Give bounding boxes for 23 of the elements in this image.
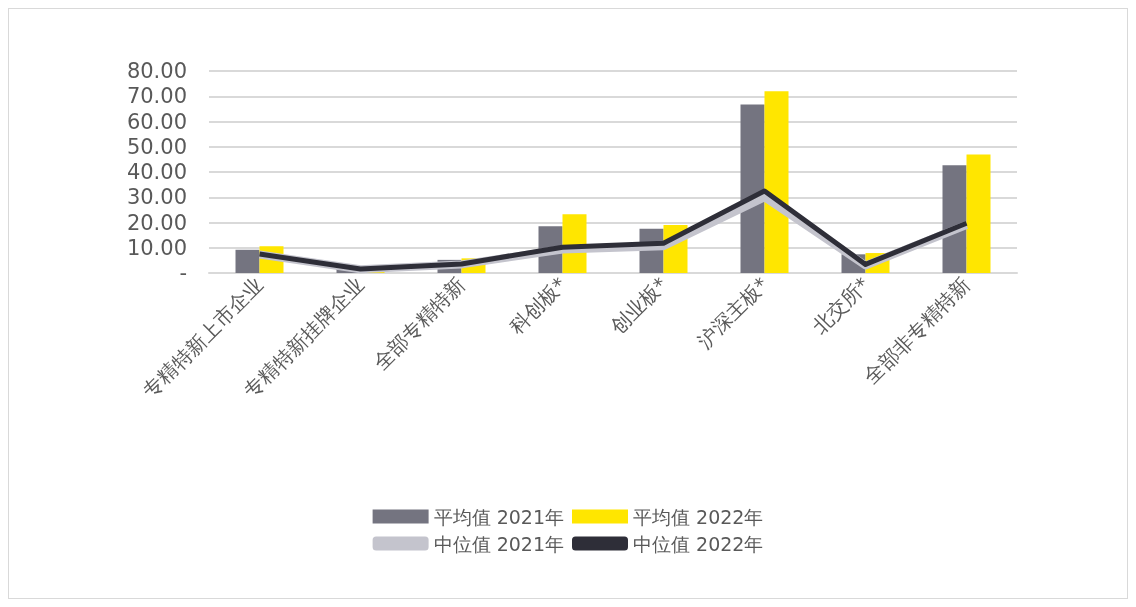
bar <box>740 104 765 273</box>
x-tick-label: 沪深主板* <box>692 272 773 354</box>
bar <box>942 165 967 273</box>
legend-label: 中位值 2021年 <box>433 532 565 555</box>
bar <box>966 154 991 273</box>
x-tick-label: 科创板* <box>504 272 571 339</box>
x-tick-label: 创业板* <box>605 272 672 339</box>
legend-label: 中位值 2022年 <box>633 532 764 555</box>
y-tick-label: 10.00 <box>126 235 187 260</box>
legend-label: 平均值 2021年 <box>433 505 565 528</box>
y-tick-label: 40.00 <box>126 160 187 184</box>
x-tick-label: 全部专精特新 <box>368 272 470 375</box>
y-tick-label: 60.00 <box>126 109 187 134</box>
y-tick-label: 20.00 <box>126 210 187 235</box>
y-tick-label: 70.00 <box>126 84 187 109</box>
y-tick-label: - <box>179 261 187 285</box>
y-tick-label: 30.00 <box>126 185 187 210</box>
y-tick-label: 80.00 <box>126 59 187 83</box>
bar <box>235 249 260 273</box>
y-tick-label: 50.00 <box>126 134 187 159</box>
bar <box>764 91 789 273</box>
legend-label: 平均值 2022年 <box>633 505 764 528</box>
x-tick-label: 北交所* <box>807 272 874 339</box>
